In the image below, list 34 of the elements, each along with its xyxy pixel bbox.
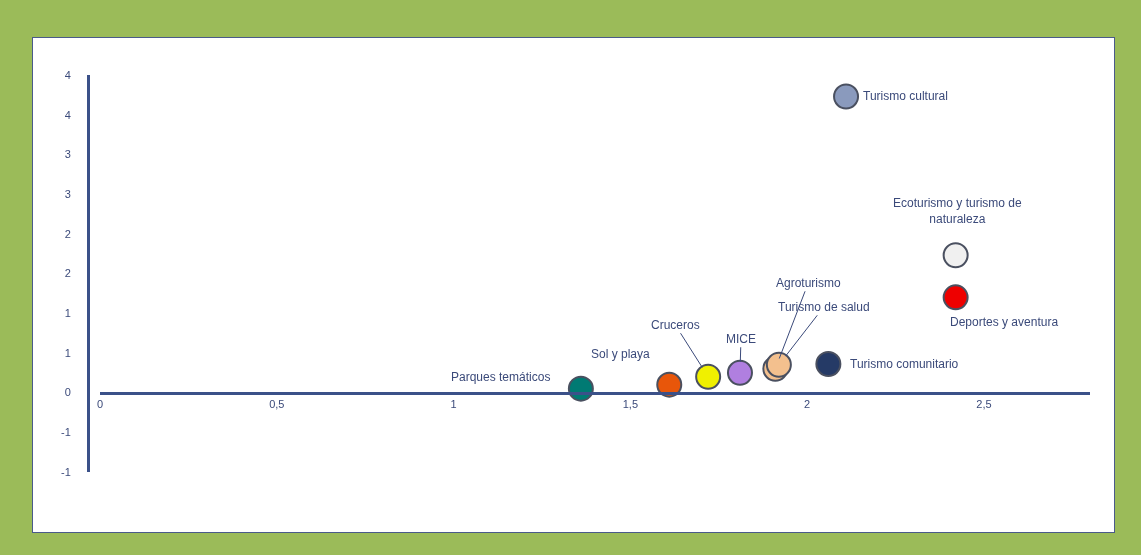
y-tick-label: 3 — [64, 187, 71, 200]
x-tick-label: 0 — [96, 397, 104, 410]
y-tick-label: 2 — [64, 267, 71, 280]
series-label: Parques temáticos — [451, 370, 551, 384]
y-tick-label: 2 — [64, 227, 71, 240]
series-label: Turismo comunitario — [850, 357, 959, 371]
y-tick-label: 1 — [64, 346, 71, 359]
text: Agroturismo — [776, 276, 842, 290]
point — [942, 242, 969, 269]
x-tick-label: 1 — [450, 397, 457, 410]
point — [726, 359, 753, 386]
series-label: Turismo cultural — [863, 89, 948, 103]
point — [695, 363, 722, 390]
point — [833, 83, 860, 110]
y-tick-label: 3 — [64, 148, 71, 161]
point — [815, 351, 842, 378]
y-tick-label: -1 — [61, 465, 71, 478]
y-tick-label: 4 — [64, 108, 71, 121]
point — [942, 284, 969, 311]
x-tick-label: 0,5 — [269, 397, 285, 410]
x-tick-label: 2,5 — [976, 397, 992, 410]
series-label: MICE — [726, 332, 756, 346]
y-tick-label: 4 — [64, 68, 71, 81]
y-tick-label: -1 — [61, 426, 71, 439]
series-label: Deportes y aventura — [950, 315, 1059, 329]
text: Cruceros — [651, 318, 700, 332]
text: Ecoturismo y turismo de naturaleza — [893, 196, 1023, 226]
y-tick-label: 1 — [64, 307, 71, 320]
x-tick-label: 2 — [804, 397, 811, 410]
y-tick-label: 0 — [64, 386, 71, 399]
point — [656, 371, 683, 398]
text: Turismo de salud — [778, 300, 870, 314]
series-label: Sol y playa — [591, 347, 651, 361]
x-tick-label: 1,5 — [622, 397, 639, 410]
